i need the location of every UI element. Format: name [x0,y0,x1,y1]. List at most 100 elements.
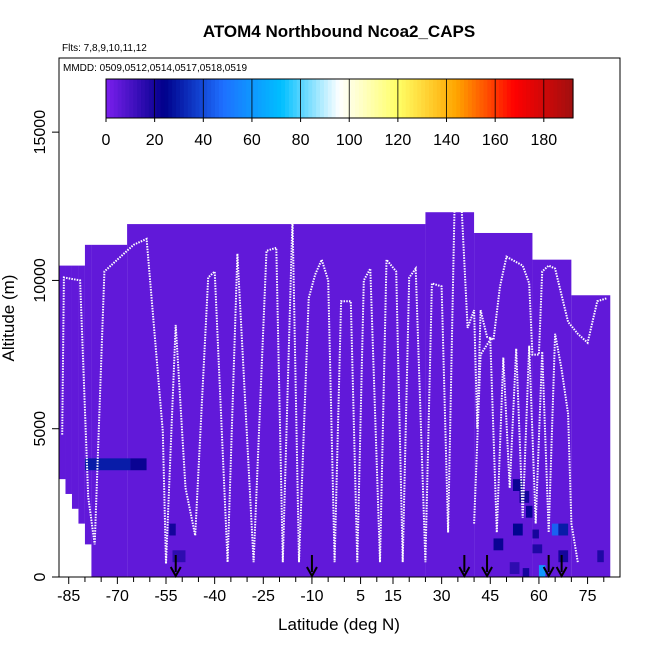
heatmap-cell [512,479,523,491]
colorbar-segment [234,79,239,118]
colorbar-segment [261,79,267,118]
heatmap-cell [493,538,504,551]
colorbar-segment [366,79,372,118]
x-tick-label: 60 [530,588,548,605]
colorbar-segment [133,79,138,118]
heatmap-cell [172,550,186,563]
colorbar-segment [176,79,181,118]
x-tick-label: 45 [481,588,499,605]
colorbar-segment [335,79,341,118]
colorbar-segment [370,79,376,118]
colorbar-segment [285,79,290,118]
mmdd-annotation: MMDD: 0509,0512,0514,0517,0518,0519 [63,63,247,74]
colorbar-segment [569,79,574,118]
colorbar-segment [199,79,204,118]
colorbar: 0 20 40 60 80 100 120 140 160 180 [102,78,574,149]
colorbar-segment [483,79,488,118]
colorbar-segment [561,79,566,118]
colorbar-segment [308,79,313,118]
y-tick-label: 10000 [32,258,49,303]
coverage-cell [71,265,79,509]
colorbar-segment [510,79,516,118]
colorbar-segment [530,79,535,118]
colorbar-segment [487,79,492,118]
colorbar-segment [518,79,524,118]
colorbar-segment [207,79,212,118]
arrow-head [169,566,182,579]
x-tick-label: -85 [57,588,80,605]
colorbar-tick-label: 100 [336,132,363,149]
colorbar-segment [425,79,430,118]
coverage-cell [571,295,611,577]
colorbar-segment [179,79,185,118]
colorbar-segment [183,79,189,118]
colorbar-segment [277,79,282,118]
colorbar-segment [117,79,123,118]
y-tick-label: 5000 [32,411,49,447]
coverage-cell [78,265,85,524]
colorbar-segment [553,79,559,118]
x-tick-label: -55 [154,588,177,605]
colorbar-tick-label: 120 [385,132,412,149]
colorbar-segment [265,79,271,118]
colorbar-segment [565,79,570,118]
colorbar-segment [351,79,356,118]
flight-tracks [61,195,608,564]
colorbar-segment [296,79,302,118]
heatmap-cell [509,562,520,575]
colorbar-segment [214,79,220,118]
colorbar-segment [203,79,208,118]
colorbar-segment [405,79,411,118]
colorbar-segment [144,79,150,118]
colorbar-tick-label: 60 [243,132,261,149]
colorbar-segment [358,79,364,118]
colorbar-segment [549,79,555,118]
colorbar-tick-label: 140 [433,132,460,149]
colorbar-segment [382,79,387,118]
colorbar-tick-label: 160 [482,132,509,149]
colorbar-segment [421,79,426,118]
colorbar-segment [514,79,520,118]
coverage-cell [91,244,128,577]
coverage-cell [65,265,72,494]
colorbar-segment [316,79,321,118]
colorbar-segment [121,79,127,118]
colorbar-segment [191,79,197,118]
colorbar-segment [409,79,415,118]
arrow-head [542,566,555,579]
colorbar-segment [242,79,247,118]
colorbar-segment [269,79,274,118]
colorbar-segment [526,79,531,118]
flights-annotation: Flts: 7,8,9,10,11,12 [62,43,147,54]
heatmap-cell [538,565,546,577]
colorbar-segment [506,79,512,118]
colorbar-segment [106,79,111,118]
coverage-cell [127,224,426,577]
colorbar-segment [211,79,216,118]
colorbar-segment [230,79,236,118]
colorbar-segment [304,79,309,118]
colorbar-tick-label: 20 [146,132,164,149]
flight-track-line [473,333,579,563]
colorbar-segment [522,79,527,118]
colorbar-segment [390,79,395,118]
heatmap-cell [512,523,523,536]
colorbar-segment [491,79,496,118]
y-tick-label: 0 [32,572,49,581]
colorbar-segment [343,79,348,118]
colorbar-segment [452,79,457,118]
arrow-head [481,566,493,579]
colorbar-segment [246,79,251,118]
heatmap-cell [551,523,559,536]
x-axis-label: Latitude (deg N) [278,615,400,634]
colorbar-segment [339,79,344,118]
x-tick-label: 75 [579,588,597,605]
colorbar-segment [320,79,325,118]
colorbar-segment [545,79,551,118]
y-axis: 0 5000 10000 15000 [32,110,59,581]
colorbar-segment [218,79,224,118]
colorbar-segment [300,79,306,118]
colorbar-segment [137,79,142,118]
colorbar-segment [502,79,508,118]
